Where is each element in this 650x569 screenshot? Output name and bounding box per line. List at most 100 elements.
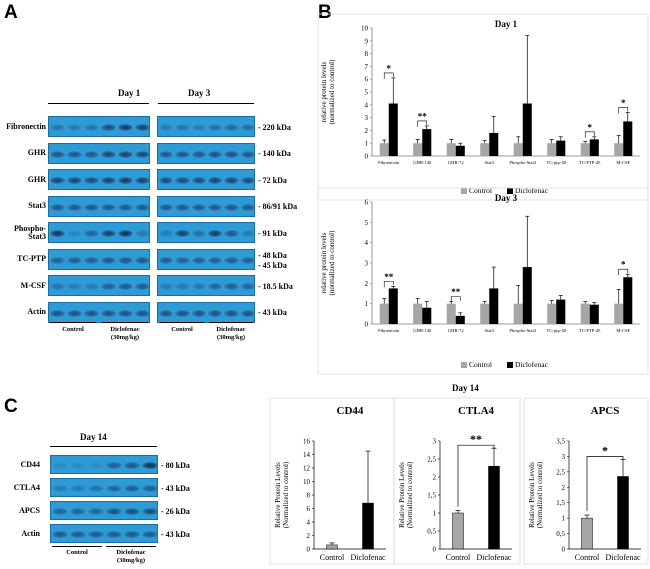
blot-band — [175, 150, 190, 158]
y-tick-label: 0 — [365, 321, 369, 329]
y-tick-label: 2,5 — [427, 456, 436, 464]
y-tick-label: 3 — [562, 453, 566, 461]
chart-title: APCS — [591, 405, 620, 417]
blot-strip — [157, 248, 255, 270]
bar-control-m-csf — [614, 143, 624, 156]
day1-bracket-line — [48, 103, 149, 104]
x-tick-label: Diclofenac — [350, 553, 386, 562]
blot-band — [84, 256, 99, 264]
bar-diclofenac-phospho-stat3 — [522, 267, 532, 324]
blot-strip — [157, 275, 255, 296]
blot-band — [224, 230, 239, 237]
blot-band — [191, 150, 206, 158]
y-axis-label: (Normalized to control) — [406, 461, 414, 528]
group-label: Diclofenac (30mg/kg) — [216, 326, 246, 341]
blot-strip — [48, 222, 150, 243]
blot-band — [67, 230, 82, 237]
y-axis-label: (normalized to control) — [328, 230, 336, 296]
legend-label-diclofenac: Diclofenac — [515, 360, 549, 369]
blot-band — [224, 283, 239, 290]
blot-band — [208, 230, 223, 237]
bar-control-ghr-140 — [413, 303, 423, 324]
chart-frame — [523, 397, 649, 565]
bar-control-m-csf — [614, 303, 624, 324]
blot-band — [70, 485, 86, 492]
significance-label: ** — [451, 287, 461, 297]
x-tick-label: Control — [446, 553, 471, 562]
blot-band — [50, 256, 65, 264]
x-tick-label: TC-PTP-45 — [579, 328, 601, 333]
blot-strip — [50, 455, 158, 474]
y-tick-label: 2 — [433, 474, 437, 482]
blot-band — [191, 203, 206, 211]
blot-band — [135, 150, 149, 158]
blot-label-tc-ptp: TC-PTP — [17, 254, 46, 263]
blot-band — [52, 485, 68, 492]
x-tick-label: Stat3 — [485, 328, 495, 333]
blot-band — [50, 177, 65, 184]
blot-band — [175, 124, 190, 131]
y-axis-label: Relative Protein Levels — [274, 462, 282, 528]
day14-bracket-line — [50, 446, 157, 447]
blot-band — [84, 203, 99, 211]
bar-diclofenac-m-csf — [623, 277, 633, 324]
bar-control-phospho-stat3 — [513, 303, 523, 324]
blot-band — [175, 309, 190, 317]
x-tick-label: Fibronectin — [378, 328, 400, 333]
blot-kda-label: - 72 kDa — [258, 175, 287, 185]
significance-label: ** — [470, 432, 482, 446]
x-tick-label: Control — [320, 553, 345, 562]
y-tick-label: 1,5 — [556, 499, 565, 507]
blot-band — [50, 230, 65, 237]
group-underline — [52, 546, 102, 547]
significance-label: * — [621, 98, 626, 108]
blot-band — [191, 230, 206, 237]
chart-title: CTLA4 — [458, 405, 495, 417]
blot-band — [70, 462, 86, 469]
y-axis-label: (Normalized to control) — [282, 461, 290, 528]
blot-band — [240, 309, 254, 317]
blot-band — [142, 462, 157, 469]
blot-band — [67, 150, 82, 158]
blot-strip — [48, 195, 150, 217]
blot-label-actin: Actin — [27, 307, 46, 316]
bar-diclofenac-ghr-72 — [455, 315, 465, 324]
blot-band — [208, 203, 223, 211]
y-tick-label: 3 — [365, 260, 369, 268]
y-tick-label: 12 — [303, 465, 311, 473]
blot-strip — [48, 116, 150, 137]
blot-band — [224, 124, 239, 131]
day3-label: Day 3 — [188, 88, 211, 98]
y-tick-label: 16 — [303, 438, 311, 446]
blot-band — [106, 485, 122, 492]
blot-band — [135, 124, 149, 131]
group-label: Control — [62, 326, 84, 333]
significance-label: * — [588, 122, 593, 132]
legend-label-control: Control — [469, 360, 492, 369]
bar-diclofenac-fibronectin — [388, 103, 398, 156]
blot-band — [52, 531, 68, 538]
blot-band — [208, 309, 223, 317]
blot-label-m-csf: M-CSF — [20, 280, 46, 290]
y-tick-label: 6 — [307, 505, 311, 513]
chart-title: Day 1 — [495, 19, 518, 29]
blot-band — [191, 309, 206, 317]
x-tick-label: Control — [575, 553, 600, 562]
y-tick-label: 7 — [365, 63, 369, 71]
blot-label-ghr: GHR — [27, 148, 46, 157]
bar-diclofenac-m-csf — [623, 121, 633, 156]
blot-band — [52, 508, 68, 515]
blot-band — [52, 462, 68, 469]
blot-strip — [157, 142, 255, 164]
blot-band — [88, 508, 104, 515]
bar-diclofenac — [617, 476, 629, 550]
bar-control-fibronectin — [379, 143, 389, 156]
bar-control-ghr-140 — [413, 143, 423, 156]
significance-label: * — [621, 260, 626, 270]
blot-band — [50, 124, 65, 131]
y-tick-label: 0 — [433, 546, 437, 554]
blot-band — [101, 256, 116, 264]
blot-band — [101, 230, 116, 237]
bar-diclofenac-ghr-140 — [422, 307, 432, 324]
blot-label-ctla4: CTLA4 — [13, 482, 40, 492]
